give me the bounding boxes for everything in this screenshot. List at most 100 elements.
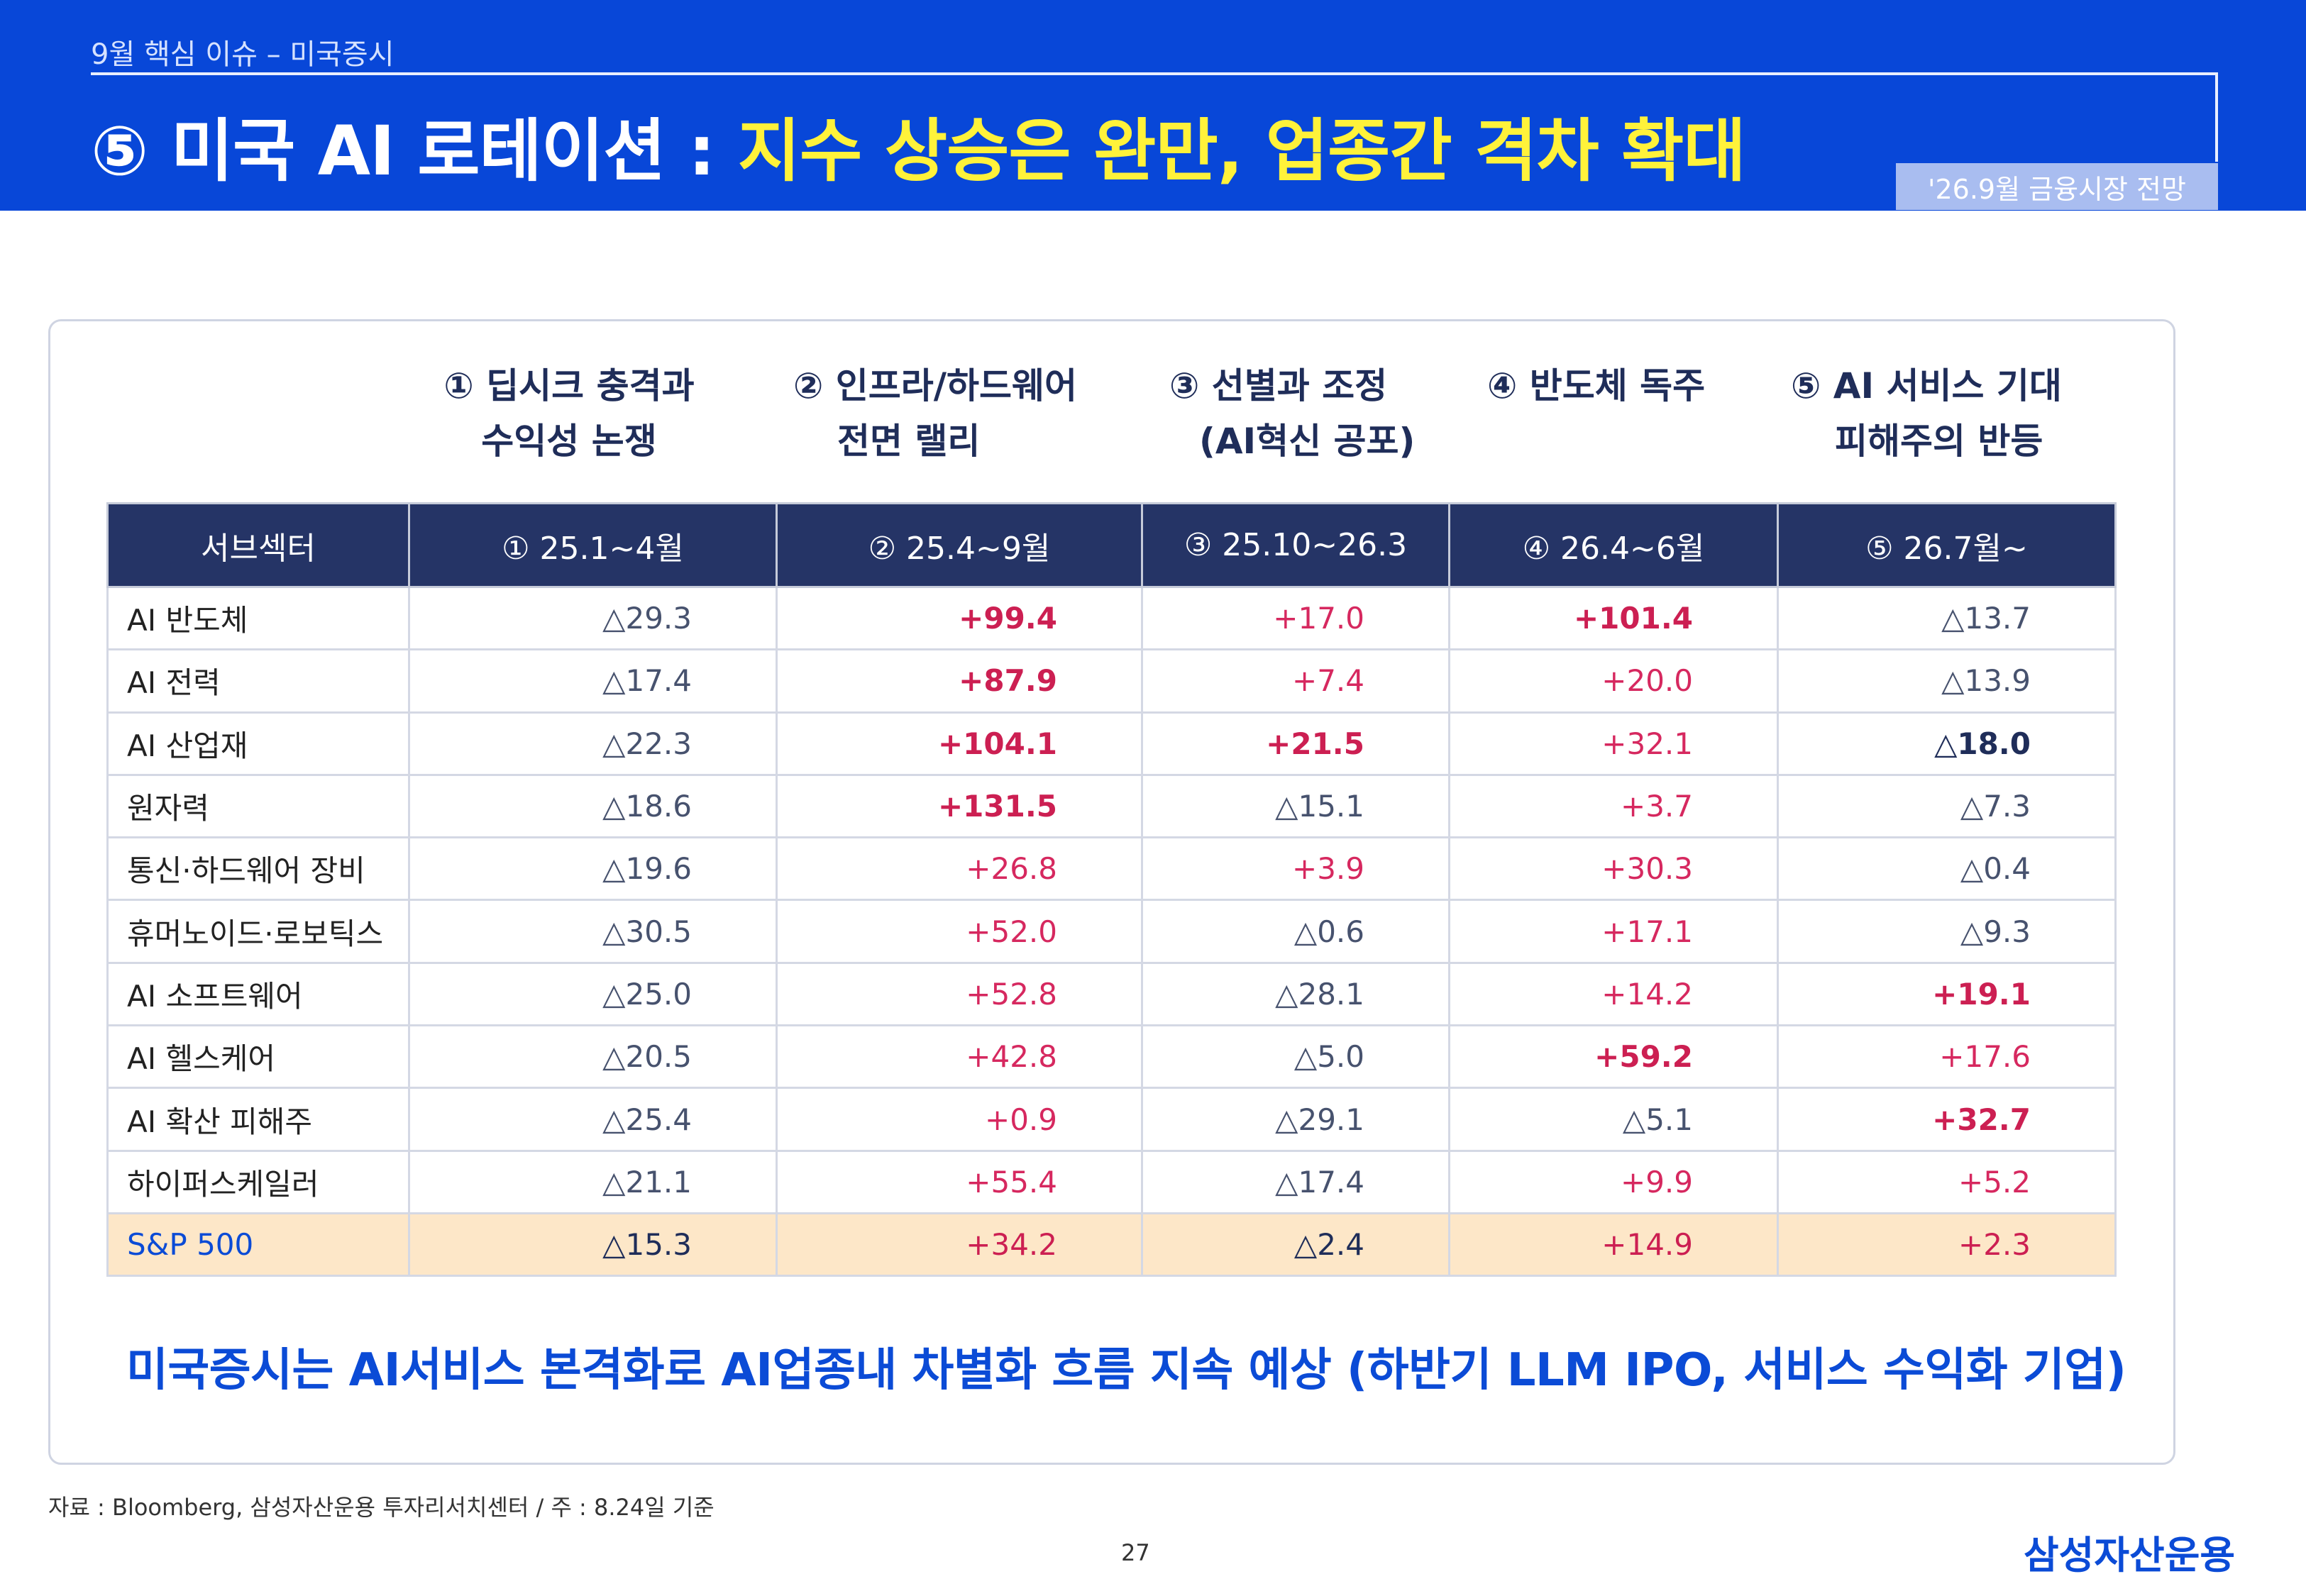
- table-cell: +21.5: [1141, 711, 1450, 776]
- phase-3-line2: (AI혁신 공포): [1199, 421, 1416, 462]
- table-cell: △18.0: [1777, 711, 2117, 776]
- table-cell: +3.9: [1141, 836, 1450, 902]
- sector-name: AI 확산 피해주: [106, 1087, 410, 1152]
- source-note: 자료 : Bloomberg, 삼성자산운용 투자리서치센터 / 주 : 8.2…: [48, 1494, 715, 1521]
- table-cell: △5.1: [1448, 1087, 1779, 1152]
- table-cell: +26.8: [776, 836, 1143, 902]
- table-cell: △17.4: [408, 648, 778, 714]
- table-cell: △21.1: [408, 1149, 778, 1214]
- column-header: ① 25.1~4월: [408, 502, 778, 588]
- table-cell: △17.4: [1141, 1149, 1450, 1214]
- sector-name: AI 산업재: [106, 711, 410, 776]
- column-header: ③ 25.10~26.3: [1141, 502, 1450, 588]
- sector-returns-table: 서브섹터 ① 25.1~4월 ② 25.4~9월 ③ 25.10~26.3 ④ …: [106, 502, 2117, 1278]
- table-cell: +2.3: [1777, 1212, 2117, 1278]
- phase-5-header: ⑤ AI 서비스 기대 피해주의 반등: [1791, 358, 2089, 469]
- table-cell: +20.0: [1448, 648, 1779, 714]
- table-cell: △0.4: [1777, 836, 2117, 902]
- table-cell: △19.6: [408, 836, 778, 902]
- table-cell: +5.2: [1777, 1149, 2117, 1214]
- table-cell: +19.1: [1777, 961, 2117, 1027]
- table-cell: △30.5: [408, 899, 778, 964]
- table-cell: +32.7: [1777, 1087, 2117, 1152]
- phase-5-line1: ⑤ AI 서비스 기대: [1791, 365, 2062, 406]
- table-cell: +104.1: [776, 711, 1143, 776]
- sector-name: AI 소프트웨어: [106, 961, 410, 1027]
- table-row: AI 반도체 △29.3 +99.4 +17.0 +101.4 △13.7: [106, 585, 2117, 651]
- table-cell: △15.1: [1141, 773, 1450, 839]
- sector-name: AI 전력: [106, 648, 410, 714]
- header-divider: [91, 72, 2218, 75]
- table-row: AI 확산 피해주 △25.4 +0.9 △29.1 △5.1 +32.7: [106, 1087, 2117, 1152]
- table-cell: △13.9: [1777, 648, 2117, 714]
- table-cell: +34.2: [776, 1212, 1143, 1278]
- table-cell: +55.4: [776, 1149, 1143, 1214]
- table-cell: +87.9: [776, 648, 1143, 714]
- table-cell: △20.5: [408, 1024, 778, 1090]
- table-cell: +52.8: [776, 961, 1143, 1027]
- sector-name: S&P 500: [106, 1212, 410, 1278]
- table-row: AI 전력 △17.4 +87.9 +7.4 +20.0 △13.9: [106, 648, 2117, 714]
- column-header: 서브섹터: [106, 502, 410, 588]
- sector-name: AI 반도체: [106, 585, 410, 651]
- company-logo: 삼성자산운용: [2024, 1533, 2236, 1578]
- benchmark-row: S&P 500 △15.3 +34.2 △2.4 +14.9 +2.3: [106, 1212, 2117, 1278]
- table-cell: +32.1: [1448, 711, 1779, 776]
- summary-statement: 미국증시는 AI서비스 본격화로 AI업종내 차별화 흐름 지속 예상 (하반기…: [126, 1344, 2126, 1397]
- table-cell: △25.0: [408, 961, 778, 1027]
- report-badge: '26.9월 금융시장 전망: [1896, 163, 2218, 210]
- table-row: 휴머노이드·로보틱스 △30.5 +52.0 △0.6 +17.1 △9.3: [106, 899, 2117, 964]
- table-row: AI 산업재 △22.3 +104.1 +21.5 +32.1 △18.0: [106, 711, 2117, 776]
- sector-name: 휴머노이드·로보틱스: [106, 899, 410, 964]
- sector-name: 원자력: [106, 773, 410, 839]
- table-cell: +17.1: [1448, 899, 1779, 964]
- table-row: 원자력 △18.6 +131.5 △15.1 +3.7 △7.3: [106, 773, 2117, 839]
- table-cell: +42.8: [776, 1024, 1143, 1090]
- page-number: 27: [1121, 1539, 1150, 1566]
- table-cell: +52.0: [776, 899, 1143, 964]
- table-header-row: 서브섹터 ① 25.1~4월 ② 25.4~9월 ③ 25.10~26.3 ④ …: [106, 502, 2117, 588]
- table-cell: +9.9: [1448, 1149, 1779, 1214]
- table-cell: +17.0: [1141, 585, 1450, 651]
- sector-name: 통신·하드웨어 장비: [106, 836, 410, 902]
- table-cell: △7.3: [1777, 773, 2117, 839]
- phase-5-line2: 피해주의 반등: [1835, 421, 2043, 462]
- table-cell: △9.3: [1777, 899, 2117, 964]
- table-cell: +0.9: [776, 1087, 1143, 1152]
- table-row: AI 소프트웨어 △25.0 +52.8 △28.1 +14.2 +19.1: [106, 961, 2117, 1027]
- table-cell: +131.5: [776, 773, 1143, 839]
- sector-name: AI 헬스케어: [106, 1024, 410, 1090]
- table-cell: △29.1: [1141, 1087, 1450, 1152]
- phase-4-line1: ④ 반도체 독주: [1487, 365, 1706, 406]
- phase-2-line2: 전면 랠리: [837, 421, 981, 462]
- table-cell: +14.2: [1448, 961, 1779, 1027]
- table-row: 통신·하드웨어 장비 △19.6 +26.8 +3.9 +30.3 △0.4: [106, 836, 2117, 902]
- header-divider-vertical: [2215, 72, 2218, 162]
- table-cell: +14.9: [1448, 1212, 1779, 1278]
- table-cell: +3.7: [1448, 773, 1779, 839]
- phase-4-header: ④ 반도체 독주: [1487, 358, 1728, 414]
- table-cell: △22.3: [408, 711, 778, 776]
- table-row: 하이퍼스케일러 △21.1 +55.4 △17.4 +9.9 +5.2: [106, 1149, 2117, 1214]
- phase-3-line1: ③ 선별과 조정: [1169, 365, 1388, 406]
- table-cell: △28.1: [1141, 961, 1450, 1027]
- phase-1-line2: 수익성 논쟁: [481, 421, 657, 462]
- title-highlight: 지수 상승은 완만, 업종간 격차 확대: [737, 111, 1746, 191]
- phase-1-header: ① 딥시크 충격과 수익성 논쟁: [441, 358, 697, 469]
- table-cell: △13.7: [1777, 585, 2117, 651]
- table-cell: +30.3: [1448, 836, 1779, 902]
- table-cell: △0.6: [1141, 899, 1450, 964]
- column-header: ⑤ 26.7월~: [1777, 502, 2117, 588]
- phase-2-header: ② 인프라/하드웨어 전면 랠리: [793, 358, 1105, 469]
- table-cell: +17.6: [1777, 1024, 2117, 1090]
- table-cell: +101.4: [1448, 585, 1779, 651]
- page-title: ⑤ 미국 AI 로테이션 : 지수 상승은 완만, 업종간 격차 확대: [91, 96, 1746, 194]
- column-header: ④ 26.4~6월: [1448, 502, 1779, 588]
- title-prefix: ⑤ 미국 AI 로테이션 :: [91, 111, 738, 191]
- phase-1-line1: ① 딥시크 충격과: [443, 365, 695, 406]
- table-cell: +99.4: [776, 585, 1143, 651]
- table-cell: △25.4: [408, 1087, 778, 1152]
- phase-3-header: ③ 선별과 조정 (AI혁신 공포): [1169, 358, 1439, 469]
- table-cell: +7.4: [1141, 648, 1450, 714]
- breadcrumb: 9월 핵심 이슈 – 미국증시: [91, 38, 395, 71]
